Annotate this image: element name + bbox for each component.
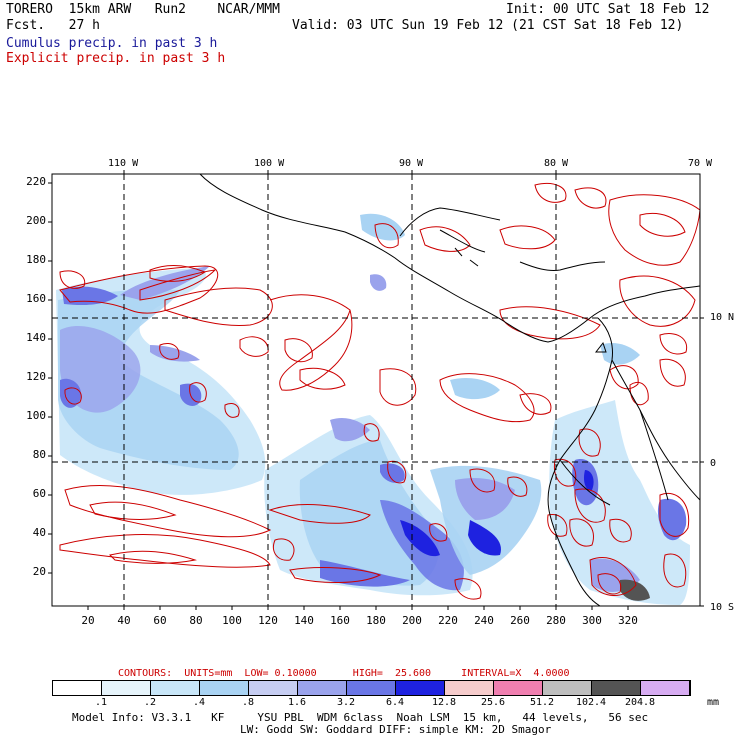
cumulus-precip-shading [56,213,690,605]
model-info-line1: Model Info: V3.3.1 KF YSU PBL WDM 6class… [72,711,649,724]
legend-explicit: Explicit precip. in past 3 h [6,51,226,66]
x-tick: 180 [366,614,386,627]
x-tick: 280 [546,614,566,627]
x-tick: 200 [402,614,422,627]
graticule [52,174,700,606]
colorbar-swatch [53,681,102,695]
colorbar-swatch [641,681,690,695]
colorbar-label: 1.6 [287,697,307,708]
colorbar-label: .1 [94,697,108,708]
colorbar-swatch [249,681,298,695]
colorbar-swatch [592,681,641,695]
header-fcst: Fcst. 27 h [6,18,100,33]
colorbar-swatch [200,681,249,695]
colorbar-label: 204.8 [624,697,656,708]
frame-ticks [48,170,704,610]
colorbar-swatch [347,681,396,695]
y-tick: 160 [26,292,46,305]
y-tick: 180 [26,253,46,266]
y-tick: 40 [32,526,46,539]
explicit-precip-contours [59,183,701,600]
lat-label-10s: 10 S [710,602,735,613]
colorbar-label: 6.4 [385,697,405,708]
colorbar-unit: mm [707,697,720,708]
y-tick: 80 [32,448,46,461]
x-tick: 120 [258,614,278,627]
lon-label-100w: 100 W [254,158,285,169]
y-tick: 120 [26,370,46,383]
x-tick: 140 [294,614,314,627]
y-tick: 100 [26,409,46,422]
y-tick: 200 [26,214,46,227]
lat-label-0: 0 [710,458,717,469]
colorbar-label: 12.8 [431,697,457,708]
x-tick: 320 [618,614,638,627]
x-tick: 80 [189,614,203,627]
colorbar-swatch [396,681,445,695]
colorbar [52,680,691,696]
colorbar-swatch [102,681,151,695]
colorbar-label: 102.4 [575,697,607,708]
y-tick: 220 [26,175,46,188]
x-tick: 60 [153,614,167,627]
model-info-line2: LW: Godd SW: Goddard DIFF: simple KM: 2D… [240,723,552,736]
coastline [199,173,701,607]
x-tick: 260 [510,614,530,627]
colorbar-label: .8 [241,697,255,708]
colorbar-swatch [543,681,592,695]
y-tick: 20 [32,565,46,578]
colorbar-label: 3.2 [336,697,356,708]
lon-label-80w: 80 W [544,158,569,169]
x-tick: 220 [438,614,458,627]
colorbar-label: 25.6 [480,697,506,708]
legend-cumulus: Cumulus precip. in past 3 h [6,36,218,51]
lon-label-110w: 110 W [108,158,139,169]
colorbar-swatch [151,681,200,695]
colorbar-label: .2 [143,697,157,708]
colorbar-label: 51.2 [529,697,555,708]
x-tick: 100 [222,614,242,627]
y-tick: 60 [32,487,46,500]
x-tick: 160 [330,614,350,627]
lon-label-70w: 70 W [688,158,713,169]
colorbar-label: .4 [192,697,206,708]
x-tick: 20 [81,614,95,627]
y-tick: 140 [26,331,46,344]
colorbar-swatch [445,681,494,695]
x-tick: 240 [474,614,494,627]
header-valid: Valid: 03 UTC Sun 19 Feb 12 (21 CST Sat … [292,18,684,33]
x-tick: 300 [582,614,602,627]
header-init: Init: 00 UTC Sat 18 Feb 12 [506,2,710,17]
colorbar-swatch [298,681,347,695]
lat-label-10n: 10 N [710,312,735,323]
header-model: TORERO 15km ARW Run2 NCAR/MMM [6,2,280,17]
x-tick: 40 [117,614,131,627]
lon-label-90w: 90 W [399,158,424,169]
contours-info: CONTOURS: UNITS=mm LOW= 0.10000 HIGH= 25… [118,668,570,679]
colorbar-swatch [494,681,543,695]
